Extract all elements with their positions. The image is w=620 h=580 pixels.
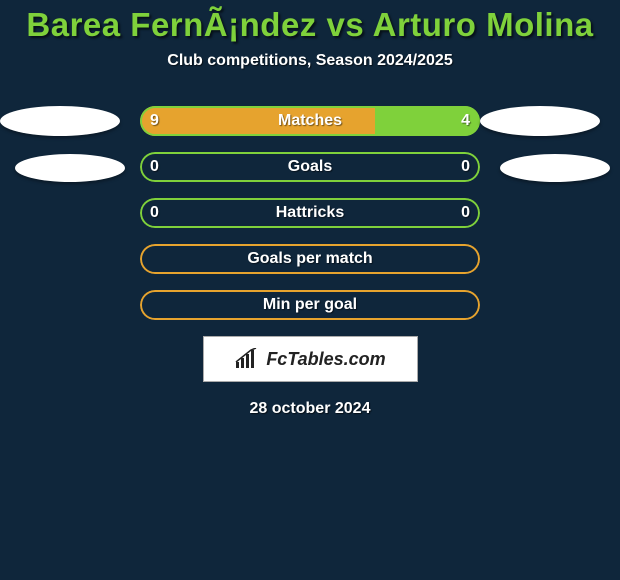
player-marker-right <box>500 154 610 182</box>
stat-bar-track <box>140 152 480 182</box>
stat-row: Hattricks00 <box>0 198 620 228</box>
stat-bar-left <box>140 106 375 136</box>
date-line: 28 october 2024 <box>0 400 620 418</box>
stat-row: Min per goal <box>0 290 620 320</box>
player-marker-right <box>480 106 600 136</box>
subtitle-text: Club competitions, Season 2024/2025 <box>167 52 452 69</box>
stat-row: Goals00 <box>0 152 620 182</box>
stat-bar-border <box>140 152 480 182</box>
bar-chart-icon <box>234 348 260 370</box>
date-text: 28 october 2024 <box>250 400 371 417</box>
subtitle: Club competitions, Season 2024/2025 <box>0 52 620 70</box>
stat-bar-track <box>140 198 480 228</box>
stat-bar-track <box>140 244 480 274</box>
stat-row: Matches94 <box>0 106 620 136</box>
stats-container: Matches94 Goals00 Hattricks00 Goals per mat… <box>0 106 620 320</box>
stat-bar-border <box>140 198 480 228</box>
stat-bar-border <box>140 244 480 274</box>
title-text: Barea FernÃ¡ndez vs Arturo Molina <box>26 6 593 43</box>
stat-bar-right <box>375 106 480 136</box>
brand-text: FcTables.com <box>266 349 385 370</box>
page-root: Barea FernÃ¡ndez vs Arturo Molina Club c… <box>0 0 620 580</box>
stat-row: Goals per match <box>0 244 620 274</box>
stat-bar-track <box>140 290 480 320</box>
brand-box[interactable]: FcTables.com <box>203 336 418 382</box>
stat-bar-border <box>140 290 480 320</box>
player-marker-left <box>0 106 120 136</box>
player-marker-left <box>15 154 125 182</box>
stat-bar-track <box>140 106 480 136</box>
page-title: Barea FernÃ¡ndez vs Arturo Molina <box>0 0 620 44</box>
